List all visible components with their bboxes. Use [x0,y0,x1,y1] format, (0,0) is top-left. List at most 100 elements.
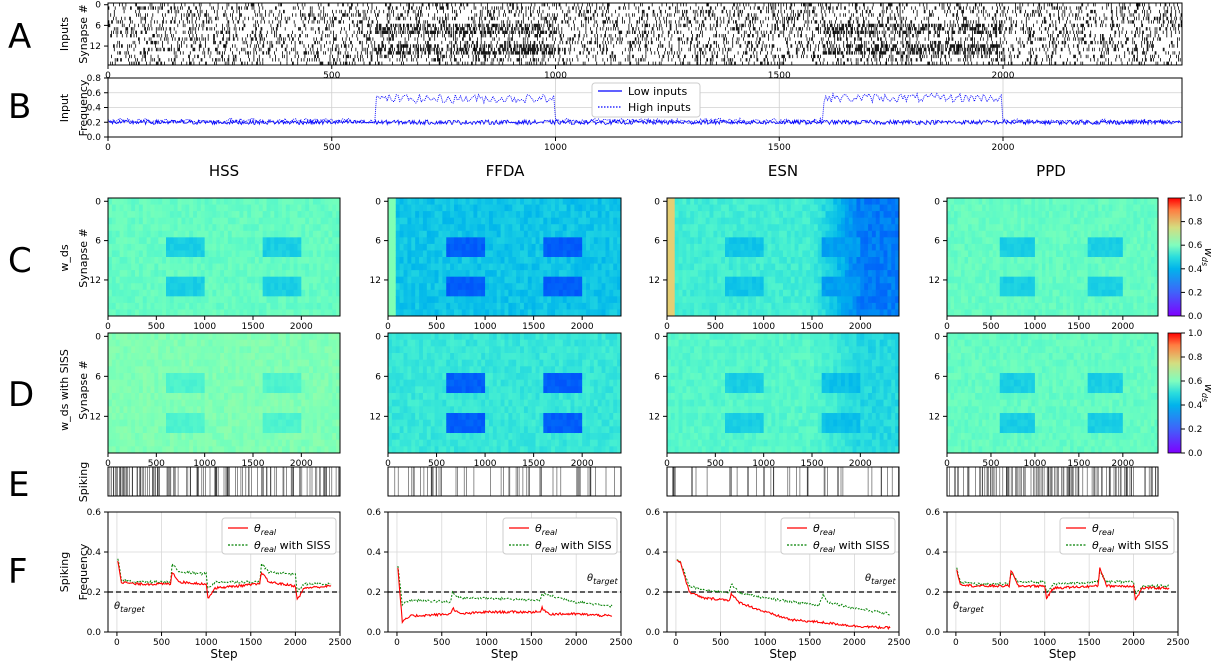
xtick-label: 1500 [239,638,262,648]
panel-a-xtick-label: 2000 [992,71,1015,81]
heatmap-esn: 0 500 1000 1500 2000 0 6 12 [649,332,900,469]
heatmap-xtick-label: 2000 [849,459,872,469]
heatmap-xtick-label: 0 [664,322,670,332]
ytick-label: 0.2 [87,588,101,598]
panel-a-ytick-label: 6 [95,21,101,31]
panel-b-ytick-label: 0.4 [87,104,102,114]
target-label: θtarget [865,573,896,586]
ytick-label: 0.2 [926,588,940,598]
heatmap-ytick-label: 6 [654,372,660,382]
series-theta-real [397,567,613,624]
series-theta-real-siss [956,567,1170,595]
spike-lines [109,467,340,496]
heatmap-xtick-label: 0 [105,322,111,332]
heatmap-ytick-label: 6 [654,237,660,247]
xtick-label: 2500 [329,638,352,648]
heatmap-xtick-label: 1500 [1067,322,1090,332]
heatmap-ytick-label: 12 [929,276,940,286]
panel-b-legend: Low inputs High inputs [591,82,701,118]
heatmap-frame [666,197,900,317]
series-theta-real-siss [117,558,332,593]
ytick-label: 0.2 [367,588,381,598]
heatmap-xtick-label: 2000 [849,322,872,332]
xtick-label: 0 [394,638,400,648]
heatmap-xtick-label: 1000 [193,459,216,469]
ytick-label: 0.6 [87,508,102,518]
heatmap-ytick-label: 12 [649,276,660,286]
x-axis-label: Step [769,647,796,661]
heatmap-xtick-label: 0 [385,459,391,469]
panel-b-ytick-label: 0.0 [87,133,102,143]
panel-b-line-chart: 0 500 1000 1500 2000 0.0 0.2 0.4 0.6 0.8 Low inpu… [87,74,1183,153]
heatmap-xtick-label: 2000 [571,459,594,469]
colorbar-tick-label: 1.0 [1188,329,1203,339]
xtick-label: 0 [673,638,679,648]
panel-a-xtick-label: 1500 [768,71,791,81]
panel-c-ylabel-1: w_ds [58,244,71,271]
legend-low-inputs: Low inputs [628,85,687,98]
heatmap-ytick-label: 0 [654,332,660,342]
heatmap-frame [387,197,622,317]
panel-a-ylabel-2: Synapse # [77,4,90,63]
xtick-label: 2500 [888,638,911,648]
heatmap-xtick-label: 2000 [1111,322,1134,332]
heatmap-xtick-label: 1500 [801,322,824,332]
heatmap-xtick-label: 1500 [522,459,545,469]
raster-frame [946,466,1159,497]
x-axis-label: Step [491,647,518,661]
heatmap-xtick-label: 2000 [1111,459,1134,469]
raster-frame [666,466,900,497]
series-theta-real [956,567,1170,601]
heatmap-ytick-label: 6 [375,372,381,382]
heatmap-ytick-label: 6 [95,372,101,382]
heatmap-frame [107,197,341,317]
panel-a-xtick-label: 500 [323,71,340,81]
legend-high-inputs: High inputs [628,101,691,114]
heatmap-ytick-label: 6 [934,237,940,247]
raster-frame [107,466,341,497]
heatmap-frame [666,332,900,454]
heatmap-xtick-label: 500 [982,459,999,469]
panel-letter-d: D [8,375,34,415]
xtick-label: 2000 [284,638,307,648]
xtick-label: 1500 [520,638,543,648]
heatmap-ytick-label: 6 [95,237,101,247]
spike-lines [949,467,1157,496]
xtick-label: 2500 [610,638,633,648]
heatmap-xtick-label: 1500 [522,322,545,332]
heatmap-xtick-label: 1000 [752,322,775,332]
raster-frame [387,466,622,497]
heatmap-hss: 0 500 1000 1500 2000 0 6 12 [90,332,341,469]
panel-a-ytick-label: 0 [95,1,101,11]
panel-b-ylabel-1: Input [58,93,71,122]
xtick-label: 2000 [1122,638,1145,648]
colorbar-tick-label: 0.2 [1188,288,1202,298]
panel-b-xtick-label: 1000 [544,143,567,153]
ytick-label: 0.0 [87,628,102,638]
heatmap-ppd: 0 500 1000 1500 2000 0 6 12 [929,332,1159,469]
series-low-inputs [108,118,1182,126]
column-title-hss: HSS [209,162,239,180]
colorbar-tick-label: 0.2 [1188,425,1202,435]
x-axis-label: Step [210,647,237,661]
heatmap-ytick-label: 12 [90,276,101,286]
heatmap-xtick-label: 0 [944,459,950,469]
ytick-label: 0.4 [926,548,941,558]
panel-letter-a: A [8,17,31,57]
heatmap-ytick-label: 0 [375,332,381,342]
target-label: θtarget [953,601,984,614]
panel-f-frequency-plots: 0 500 1000 1500 2000 2500 0.0 0.2 0.4 0.6 Step θtar… [87,508,1190,661]
xtick-label: 1000 [1033,638,1056,648]
panel-c-ylabel-2: Synapse # [77,228,90,287]
xtick-label: 500 [992,638,1009,648]
series-theta-real-siss [676,559,891,616]
heatmap-frame [946,332,1159,454]
heatmap-xtick-label: 500 [982,322,999,332]
heatmap-xtick-label: 500 [428,459,445,469]
ytick-label: 0.6 [926,508,941,518]
colorbar-d-label: wds [1200,384,1215,402]
